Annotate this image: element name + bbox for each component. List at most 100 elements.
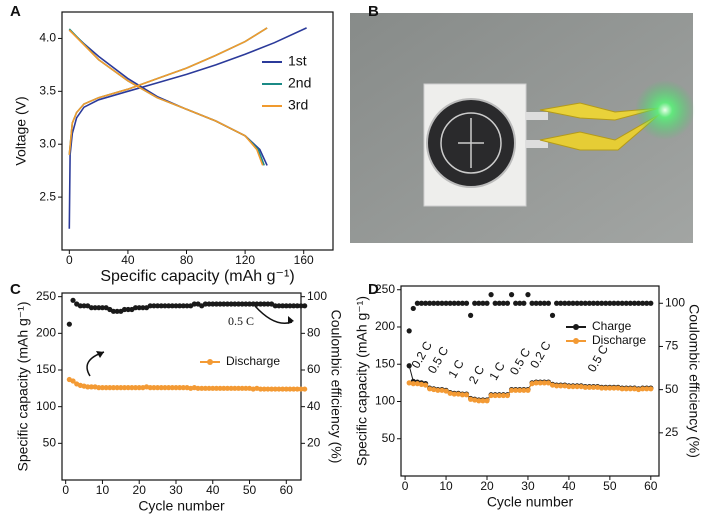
data-point: [455, 300, 461, 306]
data-point: [298, 386, 304, 392]
data-point: [114, 385, 120, 391]
data-point: [261, 301, 267, 307]
arrow-head: [288, 316, 294, 324]
data-point: [243, 385, 249, 391]
data-point: [533, 380, 539, 386]
data-point: [549, 312, 556, 318]
legend-marker: [573, 324, 579, 330]
y-tick-label: 200: [36, 326, 56, 340]
data-point: [513, 387, 519, 393]
data-point: [566, 300, 572, 306]
data-point: [177, 303, 183, 309]
data-point: [488, 292, 494, 298]
data-point: [414, 300, 420, 306]
data-point: [635, 300, 642, 306]
data-point: [414, 381, 420, 387]
x-tick-label: 0: [66, 253, 73, 267]
data-point: [574, 383, 580, 390]
data-point: [508, 387, 515, 393]
data-point: [562, 300, 568, 306]
data-point: [217, 385, 223, 391]
data-point: [283, 386, 289, 392]
x-tick-label: 40: [206, 483, 220, 497]
data-point: [517, 300, 523, 306]
x-axis-label: Cycle number: [487, 494, 574, 510]
data-point: [287, 303, 293, 309]
data-point: [611, 385, 617, 391]
data-point: [582, 384, 588, 390]
data-point: [70, 378, 76, 384]
y-axis-label: Specific capacity (mAh g⁻¹): [354, 296, 370, 466]
data-point: [623, 300, 629, 306]
data-point: [447, 300, 453, 306]
data-point: [451, 300, 457, 306]
data-point: [250, 301, 256, 307]
data-point: [166, 303, 172, 309]
data-point: [431, 386, 437, 393]
plot-frame: [61, 11, 334, 251]
y2-tick-label: 25: [665, 425, 679, 439]
data-point: [607, 385, 613, 391]
data-point: [635, 386, 642, 393]
y-tick-label: 4.0: [39, 31, 56, 45]
data-point: [427, 386, 433, 392]
legend-label: Discharge: [592, 333, 646, 347]
data-point: [492, 392, 498, 399]
y-axis-label: Specific capacity (mAh g⁻¹): [15, 302, 31, 472]
data-point: [81, 303, 87, 309]
y2-tick-label: 40: [307, 399, 321, 413]
data-point: [272, 386, 278, 392]
data-point: [463, 392, 470, 398]
data-point: [615, 300, 621, 306]
data-point: [455, 391, 461, 397]
data-point: [406, 380, 412, 386]
data-point: [427, 300, 433, 306]
data-point: [525, 387, 531, 393]
data-point: [439, 387, 445, 393]
data-point: [431, 300, 437, 306]
data-point: [529, 300, 535, 306]
data-point: [257, 386, 264, 392]
data-point: [468, 312, 474, 318]
data-point: [228, 301, 234, 307]
data-point: [125, 306, 131, 313]
data-point: [224, 301, 231, 307]
data-point: [151, 303, 157, 309]
data-point: [562, 383, 568, 389]
arrow: [254, 305, 293, 324]
x-tick-label: 60: [644, 479, 658, 493]
data-point: [570, 383, 576, 390]
data-point: [537, 380, 543, 386]
data-point: [213, 301, 220, 307]
data-point: [147, 303, 153, 309]
x-tick-label: 160: [294, 253, 314, 267]
data-point: [566, 383, 572, 390]
series-line: [68, 27, 268, 166]
data-point: [496, 300, 502, 306]
data-point: [88, 384, 95, 390]
data-point: [480, 300, 486, 306]
data-point: [239, 301, 245, 307]
x-tick-label: 20: [480, 479, 494, 493]
data-point: [529, 381, 535, 387]
data-point: [459, 392, 466, 398]
data-point: [276, 303, 282, 309]
data-point: [173, 303, 179, 309]
data-point: [406, 363, 412, 369]
y2-tick-label: 75: [665, 339, 679, 353]
data-point: [210, 301, 216, 307]
data-point: [265, 301, 271, 307]
data-point: [500, 392, 506, 399]
data-point: [110, 308, 117, 314]
data-point: [85, 384, 91, 390]
data-point: [66, 321, 72, 327]
data-point: [166, 385, 172, 391]
data-point: [114, 308, 120, 314]
data-point: [443, 388, 449, 394]
data-point: [443, 300, 449, 306]
x-tick-label: 80: [180, 253, 194, 267]
arrow-head: [96, 351, 104, 358]
y2-tick-label: 80: [307, 326, 321, 340]
y2-tick-label: 100: [665, 295, 685, 309]
